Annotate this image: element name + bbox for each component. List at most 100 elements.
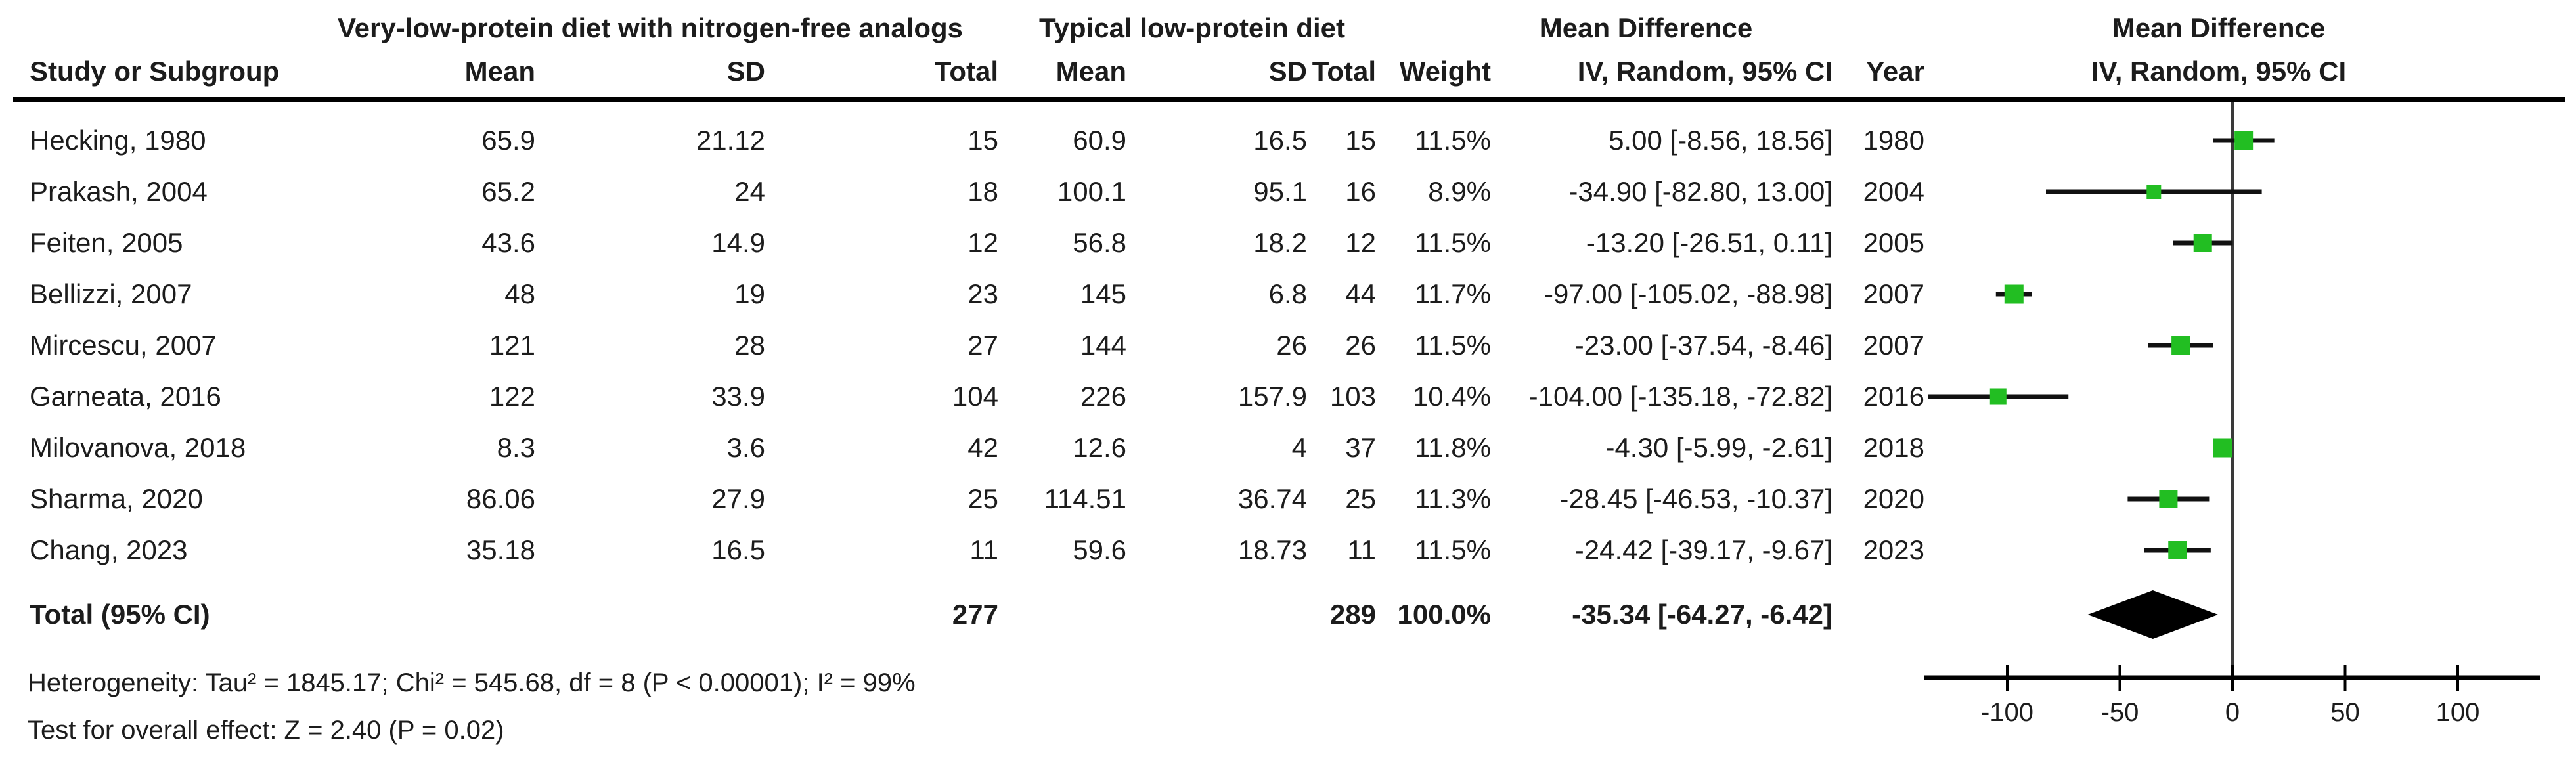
axis-tick-label: 0	[2225, 698, 2240, 727]
axis-line	[1924, 675, 2540, 680]
col-header-mean1: Mean	[464, 56, 535, 87]
sd2-value: 26	[1276, 330, 1307, 360]
mean1-value: 48	[504, 278, 535, 309]
mean1-value: 122	[489, 381, 535, 412]
weight-value: 11.8%	[1415, 432, 1491, 463]
weight-value: 11.5%	[1415, 125, 1491, 156]
total2-value: 37	[1345, 432, 1376, 463]
axis-tick	[2006, 665, 2009, 691]
study-label: Mircescu, 2007	[30, 330, 217, 360]
col-header-study: Study or Subgroup	[30, 56, 280, 87]
axis-tick-label: -50	[2101, 698, 2139, 727]
sd1-value: 3.6	[726, 432, 765, 463]
year-value: 2018	[1863, 432, 1924, 463]
study-row: Mircescu, 2007 121 28 27 144 26 26 11.5%…	[0, 320, 2576, 371]
mean2-value: 60.9	[1073, 125, 1126, 156]
year-value: 2023	[1863, 534, 1924, 565]
mean2-value: 59.6	[1073, 534, 1126, 565]
group-header-control: Typical low-protein diet	[1039, 12, 1345, 43]
effect-header-plot: Mean Difference	[2112, 12, 2326, 43]
col-header-weight: Weight	[1399, 56, 1491, 87]
study-row: Feiten, 2005 43.6 14.9 12 56.8 18.2 12 1…	[0, 217, 2576, 269]
sd1-value: 16.5	[711, 534, 765, 565]
overall-effect-note: Test for overall effect: Z = 2.40 (P = 0…	[28, 716, 504, 745]
year-value: 2004	[1863, 176, 1924, 207]
sd1-value: 21.12	[696, 125, 765, 156]
year-value: 2007	[1863, 330, 1924, 360]
mean2-value: 12.6	[1073, 432, 1126, 463]
col-header-year: Year	[1866, 56, 1924, 87]
header-rule	[13, 97, 2565, 102]
year-value: 1980	[1863, 125, 1924, 156]
weight-value: 11.5%	[1415, 534, 1491, 565]
study-label: Sharma, 2020	[30, 483, 203, 514]
study-row: Garneata, 2016 122 33.9 104 226 157.9 10…	[0, 371, 2576, 422]
mean1-value: 35.18	[466, 534, 535, 565]
sd2-value: 4	[1291, 432, 1307, 463]
col-header-plot-scale: IV, Random, 95% CI	[2091, 56, 2347, 87]
weight-sum: 100.0%	[1397, 599, 1491, 630]
total2-value: 16	[1345, 176, 1376, 207]
total1-value: 12	[967, 227, 998, 258]
total2-value: 12	[1345, 227, 1376, 258]
estimate-value: -24.42 [-39.17, -9.67]	[1574, 534, 1832, 565]
weight-value: 10.4%	[1412, 381, 1491, 412]
total2-value: 103	[1329, 381, 1376, 412]
study-label: Milovanova, 2018	[30, 432, 246, 463]
group-header-experimental: Very-low-protein diet with nitrogen-free…	[337, 12, 964, 43]
estimate-value: -104.00 [-135.18, -72.82]	[1528, 381, 1832, 412]
sd2-value: 18.2	[1253, 227, 1307, 258]
total1-value: 11	[969, 534, 998, 565]
mean1-value: 65.9	[481, 125, 535, 156]
study-label: Bellizzi, 2007	[30, 278, 192, 309]
total1-value: 18	[967, 176, 998, 207]
mean2-value: 144	[1080, 330, 1126, 360]
total2-value: 26	[1345, 330, 1376, 360]
axis-tick	[2118, 665, 2121, 691]
sd1-value: 33.9	[711, 381, 765, 412]
study-row: Hecking, 1980 65.9 21.12 15 60.9 16.5 15…	[0, 115, 2576, 166]
weight-value: 11.7%	[1415, 278, 1491, 309]
sd1-value: 24	[734, 176, 765, 207]
pooled-estimate: -35.34 [-64.27, -6.42]	[1572, 599, 1832, 630]
estimate-value: 5.00 [-8.56, 18.56]	[1609, 125, 1832, 156]
sd1-value: 27.9	[711, 483, 765, 514]
mean2-value: 56.8	[1073, 227, 1126, 258]
study-row: Chang, 2023 35.18 16.5 11 59.6 18.73 11 …	[0, 525, 2576, 576]
sd2-value: 36.74	[1237, 483, 1307, 514]
total2-value: 15	[1345, 125, 1376, 156]
mean1-value: 65.2	[481, 176, 535, 207]
col-header-estimate: IV, Random, 95% CI	[1577, 56, 1832, 87]
mean2-value: 226	[1080, 381, 1126, 412]
total1-value: 27	[967, 330, 998, 360]
sd1-value: 19	[734, 278, 765, 309]
col-header-total2: Total	[1312, 56, 1376, 87]
heterogeneity-note: Heterogeneity: Tau² = 1845.17; Chi² = 54…	[28, 668, 916, 697]
axis-tick	[2456, 665, 2459, 691]
total2-value: 25	[1345, 483, 1376, 514]
sd2-value: 6.8	[1268, 278, 1307, 309]
weight-value: 11.5%	[1415, 227, 1491, 258]
total1-value: 15	[967, 125, 998, 156]
group-header-row: Very-low-protein diet with nitrogen-free…	[0, 8, 2576, 49]
study-row: Milovanova, 2018 8.3 3.6 42 12.6 4 37 11…	[0, 422, 2576, 473]
sd2-value: 16.5	[1253, 125, 1307, 156]
estimate-value: -4.30 [-5.99, -2.61]	[1605, 432, 1832, 463]
axis-tick-label: 100	[2436, 698, 2480, 727]
effect-header-text: Mean Difference	[1539, 12, 1753, 43]
total1-value: 23	[967, 278, 998, 309]
mean1-value: 86.06	[466, 483, 535, 514]
study-label: Hecking, 1980	[30, 125, 206, 156]
total2-sum: 289	[1329, 599, 1376, 630]
weight-value: 8.9%	[1428, 176, 1491, 207]
estimate-value: -13.20 [-26.51, 0.11]	[1586, 227, 1832, 258]
total1-value: 25	[967, 483, 998, 514]
study-label: Prakash, 2004	[30, 176, 208, 207]
weight-value: 11.3%	[1415, 483, 1491, 514]
col-header-sd2: SD	[1268, 56, 1307, 87]
sd1-value: 28	[734, 330, 765, 360]
sd2-value: 95.1	[1253, 176, 1307, 207]
study-label: Garneata, 2016	[30, 381, 221, 412]
sd2-value: 18.73	[1237, 534, 1307, 565]
